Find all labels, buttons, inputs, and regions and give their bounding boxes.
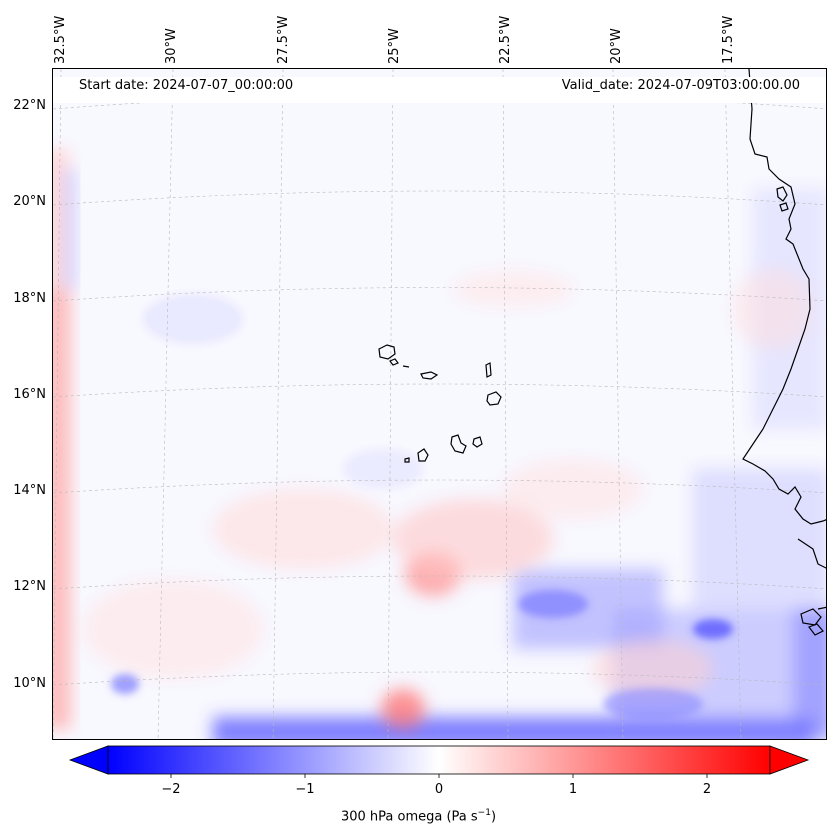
- cape-verde-islands: [378, 344, 502, 463]
- lon-label-32-5w: 32.5°W: [53, 15, 68, 64]
- colorbar-label-suffix: ): [490, 809, 497, 825]
- colorbar-tick-1: 1: [568, 782, 578, 797]
- omega-field-map: [53, 69, 826, 739]
- lon-label-30w: 30°W: [164, 28, 179, 64]
- colorbar-label: 300 hPa omega (Pa s−1): [0, 808, 837, 824]
- lat-label-20n: 20°N: [13, 194, 46, 209]
- valid-date-label: Valid_date: 2024-07-09T03:00:00.00: [561, 78, 800, 93]
- map-panel: Start date: 2024-07-07_00:00:00 Valid_da…: [52, 68, 827, 740]
- colorbar-tick-2: 2: [702, 782, 712, 797]
- lat-label-14n: 14°N: [13, 483, 46, 498]
- left-edge-positive-band: [53, 149, 77, 729]
- date-info-strip: [53, 77, 826, 103]
- colorbar-label-superscript: −1: [477, 808, 491, 818]
- colorbar-tick-minus-1: −1: [295, 782, 315, 797]
- colorbar-tick-0: 0: [434, 782, 444, 797]
- positive-patches: [83, 269, 813, 729]
- lon-label-22-5w: 22.5°W: [498, 15, 513, 64]
- lat-label-16n: 16°N: [13, 387, 46, 402]
- colorbar: [68, 745, 810, 778]
- colorbar-tick-minus-2: −2: [161, 782, 181, 797]
- lat-label-10n: 10°N: [13, 676, 46, 691]
- graticule: [53, 69, 826, 739]
- lon-label-25w: 25°W: [387, 28, 402, 64]
- african-coastline: [742, 69, 826, 636]
- lat-label-12n: 12°N: [13, 579, 46, 594]
- lon-label-17-5w: 17.5°W: [721, 15, 736, 64]
- colorbar-min-extend: [68, 745, 109, 775]
- colorbar-max-extend: [769, 745, 810, 775]
- start-date-label: Start date: 2024-07-07_00:00:00: [79, 78, 294, 93]
- colorbar-gradient: [107, 745, 771, 775]
- negative-patches: [111, 294, 733, 720]
- lon-label-20w: 20°W: [609, 28, 624, 64]
- colorbar-label-text: 300 hPa omega (Pa s: [340, 809, 478, 825]
- lat-label-22n: 22°N: [13, 98, 46, 113]
- lon-label-27-5w: 27.5°W: [276, 15, 291, 64]
- lat-label-18n: 18°N: [13, 291, 46, 306]
- colorbar-tick-marks: [170, 774, 708, 778]
